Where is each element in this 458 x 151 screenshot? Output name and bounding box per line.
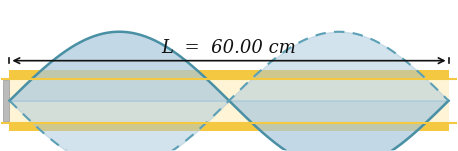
- FancyBboxPatch shape: [3, 80, 10, 121]
- FancyBboxPatch shape: [10, 79, 448, 123]
- Text: L  =  60.00 cm: L = 60.00 cm: [162, 39, 296, 56]
- FancyBboxPatch shape: [10, 70, 448, 131]
